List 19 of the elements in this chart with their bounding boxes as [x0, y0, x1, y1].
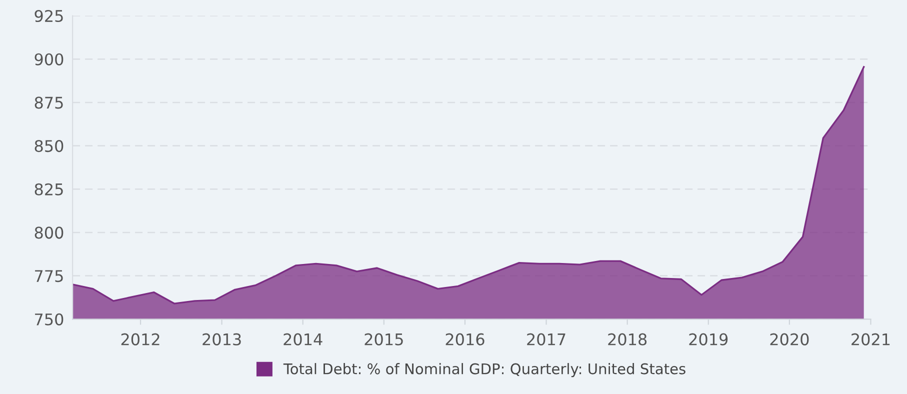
y-tick-label: 750	[35, 313, 64, 326]
x-tick-label: 2015	[364, 333, 403, 346]
legend-label: Total Debt: % of Nominal GDP: Quarterly: United States	[283, 363, 686, 378]
x-tick-label: 2017	[527, 333, 566, 346]
x-tick-label: 2018	[608, 333, 647, 346]
x-tick-label: 2013	[202, 333, 241, 346]
x-tick-label: 2021	[852, 333, 890, 346]
y-tick-label: 875	[34, 96, 63, 109]
x-tick-label: 2012	[121, 333, 160, 346]
y-tick-label: 925	[34, 10, 63, 22]
y-tick-label: 825	[34, 183, 63, 196]
y-tick-label: 775	[35, 270, 63, 282]
x-tick-label: 2016	[446, 333, 484, 346]
y-tick-label: 800	[34, 226, 64, 239]
y-tick-label: 850	[34, 140, 64, 152]
x-tick-label: 2019	[689, 333, 728, 346]
x-tick-label: 2020	[770, 333, 809, 346]
x-tick-label: 2014	[284, 333, 322, 346]
y-tick-label: 900	[34, 53, 64, 66]
